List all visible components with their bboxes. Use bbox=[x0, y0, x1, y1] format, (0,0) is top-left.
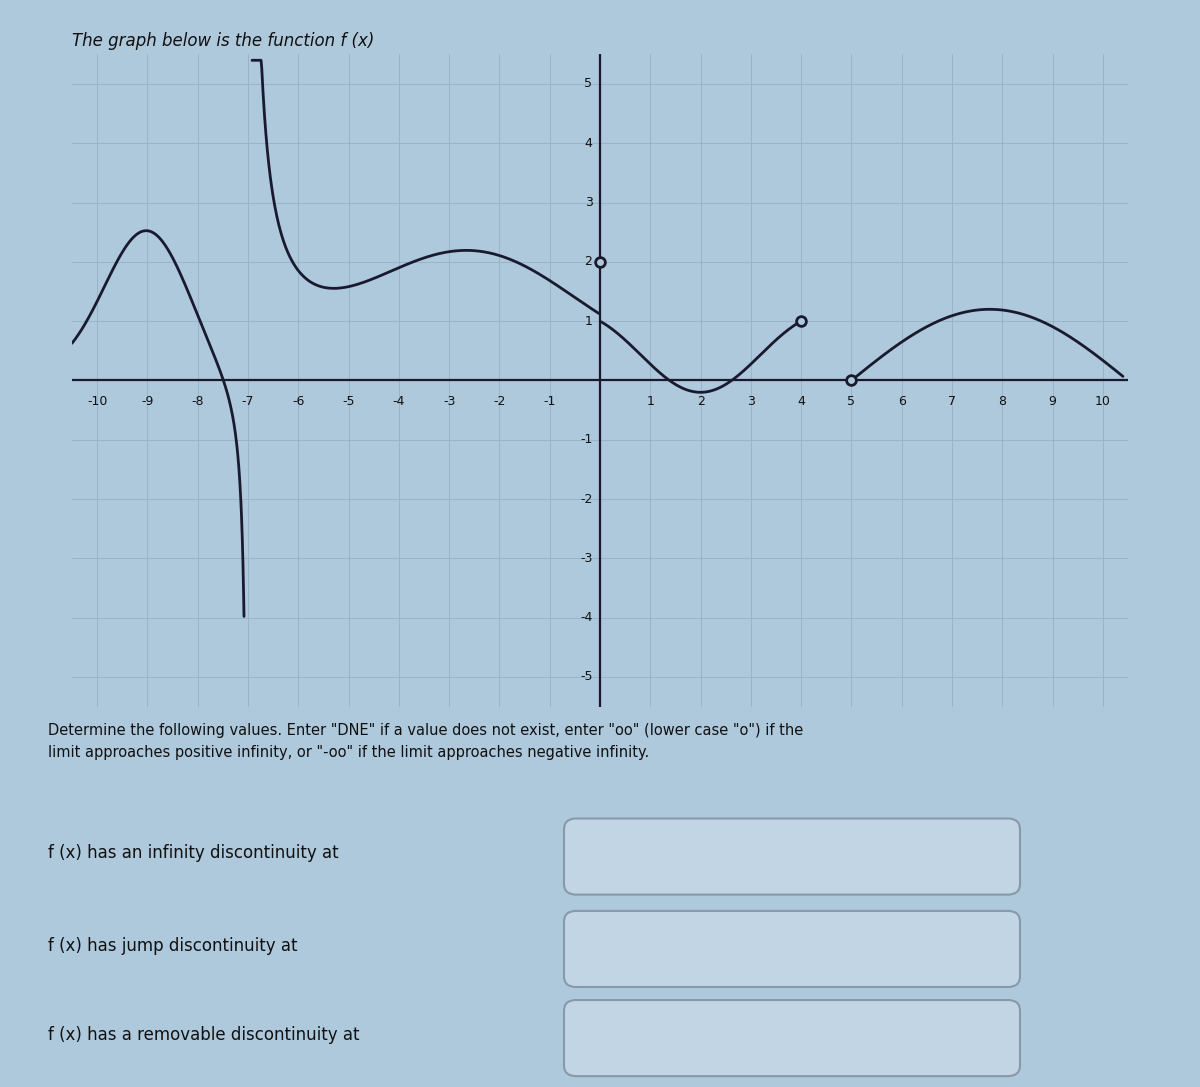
Text: f (x) has an infinity discontinuity at: f (x) has an infinity discontinuity at bbox=[48, 845, 338, 862]
Text: -2: -2 bbox=[580, 492, 593, 505]
Text: 7: 7 bbox=[948, 396, 956, 409]
Text: -9: -9 bbox=[142, 396, 154, 409]
Text: -5: -5 bbox=[342, 396, 355, 409]
Text: -4: -4 bbox=[580, 611, 593, 624]
Text: -1: -1 bbox=[544, 396, 556, 409]
Text: -3: -3 bbox=[443, 396, 455, 409]
Text: -8: -8 bbox=[192, 396, 204, 409]
Text: 9: 9 bbox=[1049, 396, 1056, 409]
Text: -4: -4 bbox=[392, 396, 406, 409]
Text: f (x) has a removable discontinuity at: f (x) has a removable discontinuity at bbox=[48, 1026, 360, 1044]
Text: 5: 5 bbox=[847, 396, 856, 409]
Text: -7: -7 bbox=[241, 396, 254, 409]
Text: -1: -1 bbox=[580, 434, 593, 447]
Text: -2: -2 bbox=[493, 396, 505, 409]
Text: 4: 4 bbox=[797, 396, 805, 409]
Text: 2: 2 bbox=[697, 396, 704, 409]
Text: 3: 3 bbox=[584, 196, 593, 209]
Text: 2: 2 bbox=[584, 255, 593, 268]
Text: Determine the following values. Enter "DNE" if a value does not exist, enter "oo: Determine the following values. Enter "D… bbox=[48, 723, 803, 760]
Text: 10: 10 bbox=[1094, 396, 1111, 409]
Text: -3: -3 bbox=[580, 552, 593, 565]
Text: 6: 6 bbox=[898, 396, 906, 409]
Text: 3: 3 bbox=[746, 396, 755, 409]
Text: 8: 8 bbox=[998, 396, 1007, 409]
Text: -6: -6 bbox=[292, 396, 305, 409]
Text: 1: 1 bbox=[584, 314, 593, 327]
Text: 1: 1 bbox=[647, 396, 654, 409]
Text: 4: 4 bbox=[584, 137, 593, 150]
Text: f (x) has jump discontinuity at: f (x) has jump discontinuity at bbox=[48, 937, 298, 954]
Text: -10: -10 bbox=[86, 396, 107, 409]
Text: -5: -5 bbox=[580, 671, 593, 684]
Text: The graph below is the function f (x): The graph below is the function f (x) bbox=[72, 32, 374, 50]
Text: 5: 5 bbox=[584, 77, 593, 90]
